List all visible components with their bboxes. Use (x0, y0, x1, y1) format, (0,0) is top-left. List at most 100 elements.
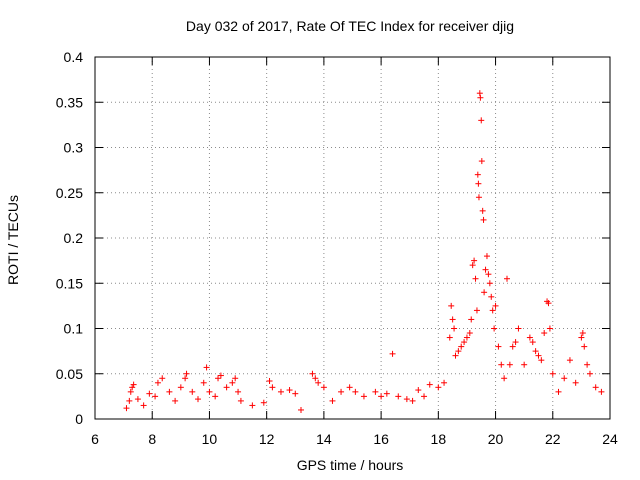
data-point (480, 216, 487, 223)
data-point (475, 194, 482, 201)
data-point (509, 343, 516, 350)
data-point (360, 393, 367, 400)
data-point (506, 361, 513, 368)
y-tick-label: 0.3 (64, 140, 84, 156)
y-tick-label: 0.25 (56, 185, 83, 201)
data-point (463, 334, 470, 341)
data-point (541, 330, 548, 337)
data-point (212, 393, 219, 400)
y-tick-label: 0.2 (64, 230, 84, 246)
data-point (512, 339, 519, 346)
data-point (249, 402, 256, 409)
data-point (383, 390, 390, 397)
data-point (403, 396, 410, 403)
data-point (474, 171, 481, 178)
data-point (235, 388, 242, 395)
data-point (485, 271, 492, 278)
x-tick-label: 8 (148, 431, 156, 447)
data-point (312, 375, 319, 382)
x-tick-label: 12 (259, 431, 275, 447)
data-point (581, 343, 588, 350)
data-point (329, 397, 336, 404)
data-point (461, 339, 468, 346)
data-point (126, 397, 133, 404)
data-point (598, 388, 605, 395)
data-point (471, 257, 478, 264)
data-point (378, 393, 385, 400)
data-point (546, 325, 553, 332)
data-point (217, 372, 224, 379)
data-point (492, 302, 499, 309)
data-point (232, 375, 239, 382)
x-tick-label: 20 (488, 431, 504, 447)
data-point (538, 357, 545, 364)
data-point (269, 384, 276, 391)
data-point (586, 370, 593, 377)
data-point (489, 307, 496, 314)
data-point (203, 364, 210, 371)
data-point (277, 388, 284, 395)
data-point (140, 402, 147, 409)
data-point (488, 293, 495, 300)
data-point (526, 334, 533, 341)
data-point (566, 357, 573, 364)
data-point (177, 384, 184, 391)
data-point (421, 393, 428, 400)
x-axis-label: GPS time / hours (297, 457, 404, 473)
data-point (479, 207, 486, 214)
data-point (466, 330, 473, 337)
data-point (469, 262, 476, 269)
data-point (237, 397, 244, 404)
grid (95, 57, 610, 419)
data-point (475, 180, 482, 187)
data-point (572, 379, 579, 386)
data-point (476, 90, 483, 97)
data-point (338, 388, 345, 395)
y-tick-label: 0.4 (64, 49, 84, 65)
data-point (127, 388, 134, 395)
data-point (521, 361, 528, 368)
data-point (449, 316, 456, 323)
data-point (389, 350, 396, 357)
data-point (578, 334, 585, 341)
chart-title: Day 032 of 2017, Rate Of TEC Index for r… (186, 18, 514, 34)
y-tick-label: 0.35 (56, 94, 83, 110)
data-point (561, 375, 568, 382)
x-tick-label: 18 (431, 431, 447, 447)
data-points (123, 90, 605, 413)
data-point (172, 397, 179, 404)
data-point (486, 280, 493, 287)
data-point (452, 352, 459, 359)
data-point (446, 334, 453, 341)
x-tick-label: 22 (545, 431, 561, 447)
data-point (292, 390, 299, 397)
y-tick-label: 0.1 (64, 321, 84, 337)
data-point (584, 361, 591, 368)
data-point (477, 94, 484, 101)
data-point (555, 388, 562, 395)
data-point (134, 396, 141, 403)
data-point (372, 388, 379, 395)
data-point (346, 384, 353, 391)
data-point (495, 343, 502, 350)
data-point (415, 387, 422, 394)
data-point (529, 339, 536, 346)
data-point (478, 117, 485, 124)
data-point (395, 393, 402, 400)
data-point (152, 393, 159, 400)
data-point (451, 325, 458, 332)
data-point (481, 289, 488, 296)
data-point (435, 384, 442, 391)
data-point (123, 405, 130, 412)
data-point (458, 343, 465, 350)
data-point (195, 396, 201, 403)
data-point (286, 387, 293, 394)
data-point (229, 379, 236, 386)
data-point (535, 352, 542, 359)
data-point (146, 390, 153, 397)
data-point (159, 375, 166, 382)
x-tick-label: 14 (316, 431, 332, 447)
data-point (579, 330, 586, 337)
